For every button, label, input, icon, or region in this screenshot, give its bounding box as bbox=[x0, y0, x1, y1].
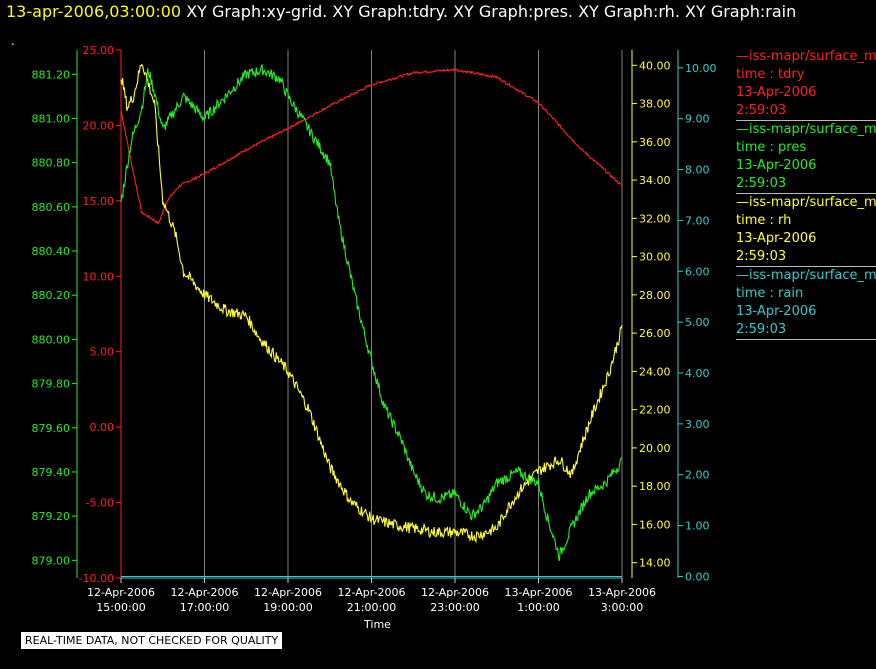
legend-field: time : rain bbox=[736, 286, 804, 301]
header-title: 13-apr-2006,03:00:00 XY Graph:xy-grid. X… bbox=[6, 2, 796, 21]
y-tick-label-tdry: 10.00 bbox=[83, 270, 115, 283]
y-tick-label-pres: 881.20 bbox=[32, 68, 71, 81]
legend-name: —iss-mapr/surface_m bbox=[736, 122, 876, 137]
series-line-tdry bbox=[120, 68, 623, 225]
y-tick-label-pres: 881.00 bbox=[32, 112, 71, 125]
x-tick-date: 12-Apr-2006 bbox=[87, 586, 155, 599]
y-tick-label-tdry: 20.00 bbox=[83, 119, 115, 132]
x-tick-time: 3:00:00 bbox=[601, 601, 643, 614]
y-tick-label-pres: 880.40 bbox=[32, 245, 71, 258]
x-tick-time: 21:00:00 bbox=[347, 601, 396, 614]
x-tick-date: 13-Apr-2006 bbox=[504, 586, 572, 599]
x-tick-time: 23:00:00 bbox=[430, 601, 479, 614]
x-tick-date: 12-Apr-2006 bbox=[421, 586, 489, 599]
y-tick-label-tdry: 25.00 bbox=[83, 44, 115, 57]
x-axis-label: Time bbox=[363, 618, 391, 631]
y-tick-label-pres: 880.20 bbox=[32, 289, 71, 302]
legend-time: 2:59:03 bbox=[736, 322, 787, 337]
legend-time: 2:59:03 bbox=[736, 176, 787, 191]
y-tick-label-tdry: -5.00 bbox=[86, 497, 114, 510]
y-tick-label-rh: 14.00 bbox=[639, 557, 671, 570]
legend-separator bbox=[736, 339, 876, 340]
y-tick-label-rain: 2.00 bbox=[685, 469, 710, 482]
y-tick-label-pres: 880.80 bbox=[32, 157, 71, 170]
y-tick-label-rh: 32.00 bbox=[639, 212, 671, 225]
y-tick-label-pres: 880.00 bbox=[32, 333, 71, 346]
y-tick-label-pres: 879.40 bbox=[32, 466, 71, 479]
legend-field: time : pres bbox=[736, 140, 807, 155]
y-tick-label-rain: 4.00 bbox=[685, 367, 710, 380]
legend-date: 13-Apr-2006 bbox=[736, 158, 817, 173]
x-tick-time: 17:00:00 bbox=[180, 601, 229, 614]
y-tick-label-rain: 0.00 bbox=[685, 570, 710, 583]
y-tick-label-rain: 3.00 bbox=[685, 418, 710, 431]
y-tick-label-rain: 7.00 bbox=[685, 214, 710, 227]
y-tick-label-tdry: 15.00 bbox=[83, 195, 115, 208]
legend-date: 13-Apr-2006 bbox=[736, 85, 817, 100]
x-tick-time: 19:00:00 bbox=[263, 601, 312, 614]
y-tick-label-pres: 879.80 bbox=[32, 378, 71, 391]
y-tick-label-rain: 10.00 bbox=[685, 62, 717, 75]
legend-name: —iss-mapr/surface_m bbox=[736, 49, 876, 64]
y-tick-label-rain: 9.00 bbox=[685, 113, 710, 126]
y-tick-label-rh: 20.00 bbox=[639, 442, 671, 455]
subheader-mark: . bbox=[11, 34, 15, 48]
legend-date: 13-Apr-2006 bbox=[736, 231, 817, 246]
legend-field: time : rh bbox=[736, 213, 792, 228]
y-tick-label-rh: 28.00 bbox=[639, 289, 671, 302]
y-tick-label-rain: 8.00 bbox=[685, 164, 710, 177]
y-tick-label-rh: 30.00 bbox=[639, 251, 671, 264]
y-tick-label-rain: 1.00 bbox=[685, 520, 710, 533]
legend-name: —iss-mapr/surface_m bbox=[736, 268, 876, 283]
y-tick-label-tdry: -10.00 bbox=[79, 572, 114, 585]
x-tick-time: 15:00:00 bbox=[96, 601, 145, 614]
legend-date: 13-Apr-2006 bbox=[736, 304, 817, 319]
x-tick-date: 13-Apr-2006 bbox=[588, 586, 656, 599]
header-graph-titles: XY Graph:xy-grid. XY Graph:tdry. XY Grap… bbox=[186, 2, 797, 21]
series-line-rh bbox=[120, 63, 623, 544]
y-tick-label-rh: 24.00 bbox=[639, 365, 671, 378]
y-tick-label-tdry: 5.00 bbox=[90, 346, 115, 359]
y-tick-label-rh: 40.00 bbox=[639, 59, 671, 72]
legend-time: 2:59:03 bbox=[736, 249, 787, 264]
y-tick-label-pres: 879.60 bbox=[32, 422, 71, 435]
y-tick-label-rh: 16.00 bbox=[639, 518, 671, 531]
legend-time: 2:59:03 bbox=[736, 103, 787, 118]
legend-separator bbox=[736, 193, 876, 194]
y-tick-label-pres: 879.00 bbox=[32, 554, 71, 567]
y-tick-label-rain: 6.00 bbox=[685, 265, 710, 278]
x-tick-date: 12-Apr-2006 bbox=[254, 586, 322, 599]
x-tick-date: 12-Apr-2006 bbox=[170, 586, 238, 599]
y-tick-label-pres: 879.20 bbox=[32, 510, 71, 523]
y-tick-label-rain: 5.00 bbox=[685, 316, 710, 329]
y-tick-label-rh: 38.00 bbox=[639, 98, 671, 111]
y-tick-label-rh: 34.00 bbox=[639, 174, 671, 187]
quality-note: REAL-TIME DATA, NOT CHECKED FOR QUALITY bbox=[20, 631, 284, 650]
legend-name: —iss-mapr/surface_m bbox=[736, 195, 876, 210]
legend-field: time : tdry bbox=[736, 67, 805, 82]
legend-separator bbox=[736, 120, 876, 121]
y-tick-label-rh: 36.00 bbox=[639, 136, 671, 149]
y-tick-label-rh: 22.00 bbox=[639, 404, 671, 417]
y-tick-label-rh: 18.00 bbox=[639, 480, 671, 493]
legend: —iss-mapr/surface_m time : tdry 13-Apr-200… bbox=[736, 48, 876, 340]
x-tick-time: 1:00:00 bbox=[517, 601, 559, 614]
series-line-pres bbox=[120, 63, 623, 561]
x-tick-date: 12-Apr-2006 bbox=[337, 586, 405, 599]
y-tick-label-pres: 880.60 bbox=[32, 201, 71, 214]
header-timestamp: 13-apr-2006,03:00:00 bbox=[6, 2, 182, 21]
y-tick-label-tdry: 0.00 bbox=[90, 421, 115, 434]
y-tick-label-rh: 26.00 bbox=[639, 327, 671, 340]
legend-separator bbox=[736, 266, 876, 267]
